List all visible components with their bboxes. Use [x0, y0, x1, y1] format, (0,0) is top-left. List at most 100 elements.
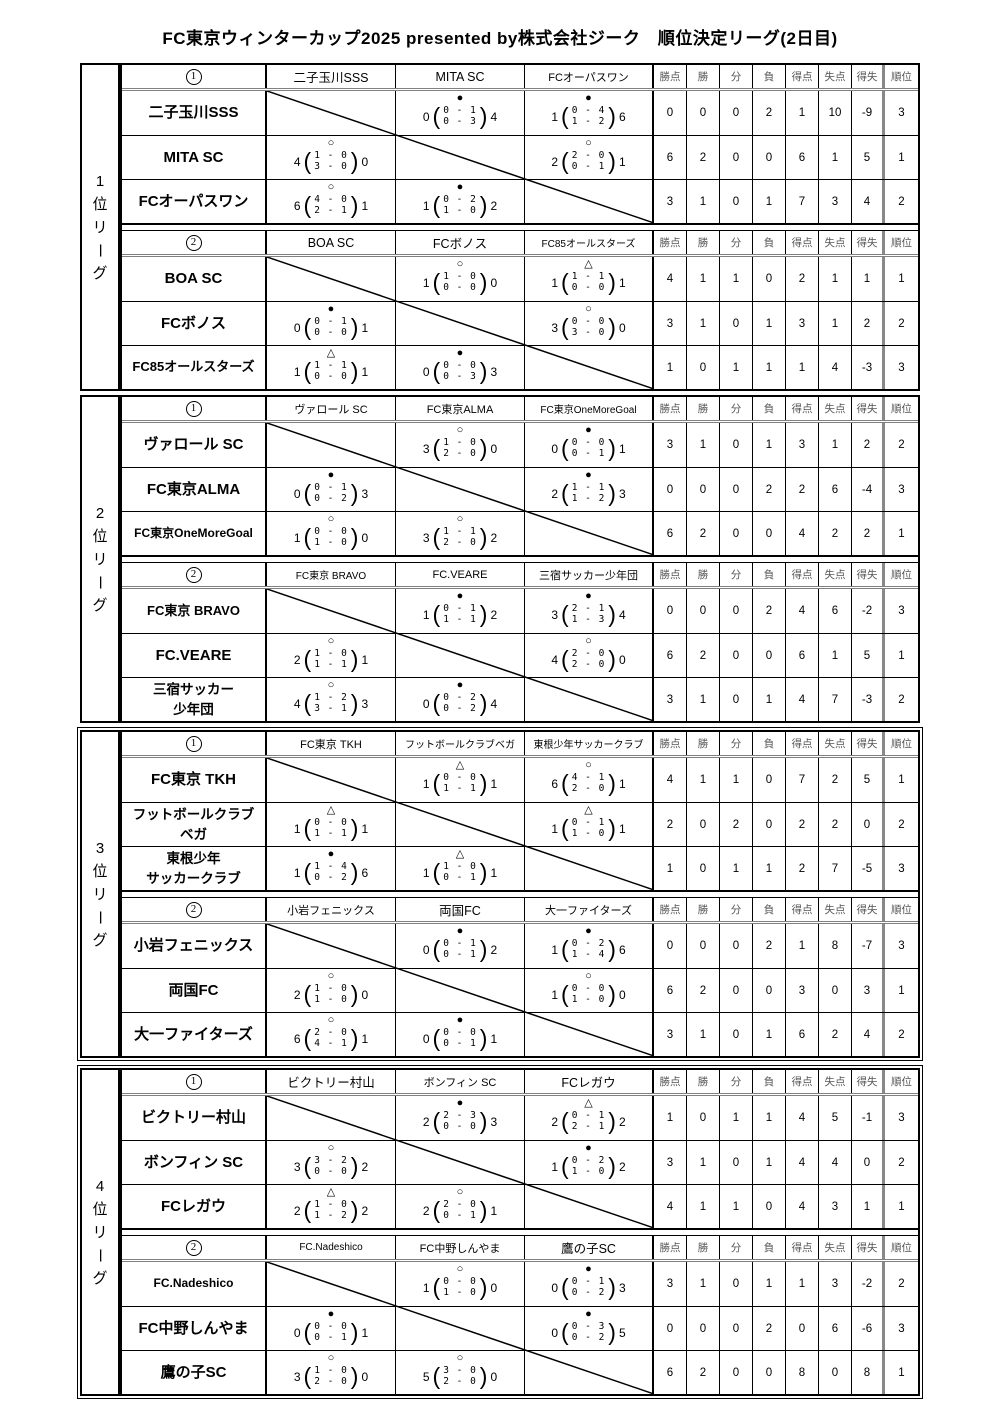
result-symbol-loss: ● — [456, 347, 464, 359]
stat-header-cell: 得点 — [786, 898, 819, 921]
result-symbol-win: ○ — [585, 137, 592, 149]
score-total-opp: 1 — [361, 1325, 369, 1340]
stat-header-cell: 得失 — [852, 732, 885, 755]
stat-value-cell: 0 — [720, 468, 753, 511]
stat-value-cell: 1 — [687, 1185, 720, 1228]
paren-open: ( — [303, 645, 312, 672]
group-table-4-1: 1 ビクトリー村山 ボンフィン SC FCレガウ 勝点勝分負得点 失点 得失 順位 ビクトリー村… — [122, 1070, 918, 1228]
stat-value-cell: -5 — [852, 847, 885, 890]
stat-value-cell: 1 — [753, 1141, 786, 1184]
result-symbol-win: ○ — [585, 759, 592, 771]
diagonal-cell — [525, 1185, 654, 1228]
score-total-own: 1 — [551, 987, 559, 1002]
stat-value-cell: 4 — [654, 1185, 687, 1228]
group-label: 2 — [122, 1236, 267, 1259]
team-header-cell: 二子玉川SSS — [267, 65, 396, 88]
score-total-opp: 0 — [618, 320, 626, 335]
stat-header-cell: 得失 — [852, 563, 885, 586]
score-total-own: 2 — [551, 1114, 559, 1129]
team-header-cell: FC東京ALMA — [396, 397, 525, 420]
stat-value-cell: 0 — [654, 589, 687, 633]
stat-value-cell: 1 — [654, 346, 687, 389]
score-total-own: 0 — [551, 1280, 559, 1295]
stat-value-cell: 1 — [720, 1185, 753, 1228]
result-symbol-loss: ● — [585, 92, 592, 104]
stat-value-cell: 3 — [654, 180, 687, 223]
league-block-4: 4 位リーグ 1 ビクトリー村山 ボンフィン SC FCレガウ 勝点勝分負得点 失点 得失 順位ビ… — [77, 1065, 923, 1399]
stat-value-cell: 0 — [654, 468, 687, 511]
diagonal-cell — [396, 136, 525, 179]
paren-open: ( — [303, 357, 312, 384]
paren-close: ) — [608, 147, 616, 174]
stat-header-cell: 分 — [720, 563, 753, 586]
team-name-cell: FC東京ALMA — [122, 468, 267, 511]
group-header-row: 1 ビクトリー村山 ボンフィン SC FCレガウ 勝点勝分負得点 失点 得失 順位 — [122, 1070, 918, 1096]
diagonal-cell — [396, 468, 525, 511]
stat-value-cell: 0 — [654, 1307, 687, 1350]
stat-value-cell: 2 — [687, 512, 720, 555]
stat-value-cell: 0 — [687, 847, 720, 890]
paren-open: ( — [303, 858, 312, 885]
group-label: 1 — [122, 65, 267, 88]
stat-header-cell: 得点 — [786, 1070, 819, 1093]
team-header-cell: 両国FC — [396, 898, 525, 921]
stat-header-cell: 分 — [720, 65, 753, 88]
stat-value-cell: 1 — [898, 273, 905, 285]
score-total-opp: 6 — [361, 865, 369, 880]
diagonal-cell — [396, 1307, 525, 1350]
group-header-row: 2 FC東京 BRAVO FC.VEARE 三宿サッカー少年団 勝点勝分負得点 失点 得失順… — [122, 563, 918, 589]
group-header-row: 2 FC.Nadeshico FC中野しんやま 鷹の子SC 勝点勝分負得点 失点 得失 順位 — [122, 1236, 918, 1262]
page-title: FC東京ウィンターカップ2025 presented by株式会社ジーク 順位決… — [162, 29, 838, 48]
paren-close: ) — [350, 814, 359, 841]
stat-value-cell: 0 — [786, 1307, 819, 1350]
stat-header-cell: 得失 — [852, 231, 885, 254]
result-symbol-win: ○ — [327, 970, 335, 982]
team-name-cell: FC.VEARE — [122, 634, 267, 677]
stat-value-cell: 1 — [687, 758, 720, 802]
score-total-opp: 2 — [618, 1159, 626, 1174]
score-total-opp: 1 — [361, 1031, 369, 1046]
stat-value-cell: 1 — [687, 423, 720, 467]
group-number: 2 — [185, 901, 202, 918]
result-symbol-win: ○ — [585, 970, 592, 982]
stat-value-cell: 1 — [687, 1141, 720, 1184]
stat-header-cell: 負 — [753, 231, 786, 254]
paren-open: ( — [432, 1273, 441, 1300]
team-name-cell: ボンフィン SC — [122, 1141, 267, 1184]
result-symbol-loss: ● — [456, 92, 464, 104]
paren-close: ) — [608, 980, 616, 1007]
stat-value-cell: 1 — [687, 180, 720, 223]
score-total-own: 3 — [551, 320, 559, 335]
group-number: 2 — [185, 234, 202, 251]
stat-value-cell: 0 — [720, 634, 753, 677]
paren-close: ) — [479, 434, 488, 461]
diagonal-cell — [267, 1096, 396, 1140]
team-name-cell: MITA SC — [122, 136, 267, 179]
paren-open: ( — [432, 191, 441, 218]
stat-value-cell: 5 — [852, 634, 885, 677]
team-name-cell: ヴァロール SC — [122, 423, 267, 467]
